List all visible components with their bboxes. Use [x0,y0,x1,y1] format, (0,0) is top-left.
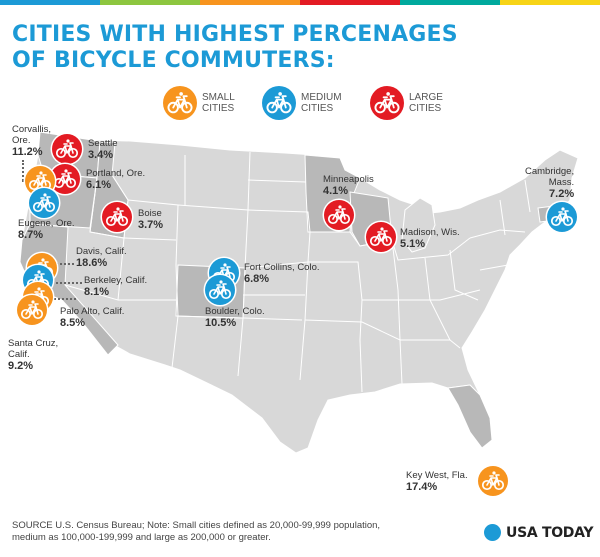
contiguous-us [19,131,579,454]
legend-large: LARGE CITIES [370,86,461,120]
leader-berkeley [52,282,82,284]
pin-boise [102,202,132,232]
bicycle-glyph [105,207,129,227]
label-eugene: Eugene, Ore. 8.7% [18,218,75,241]
label-davis: Davis, Calif. 18.6% [76,246,127,269]
label-boulder: Boulder, Colo. 10.5% [205,306,265,329]
legend-small: SMALL CITIES [163,86,254,120]
pin-minneapolis [324,200,354,230]
color-stripe-3 [200,0,300,5]
label-boise: Boise 3.7% [138,208,164,231]
color-stripe-6 [500,0,600,5]
bicycle-glyph [374,92,400,114]
bicycle-glyph [369,227,393,247]
leader-davis [52,263,74,265]
label-berkeley: Berkeley, Calif. 8.1% [84,275,148,298]
label-corvallis: Corvallis, Ore. 11.2% [12,124,52,158]
color-stripe-5 [400,0,500,5]
bicycle-glyph [53,169,77,189]
state-florida-highlight [447,384,493,449]
bicycle-icon [163,86,197,120]
title-line-1: CITIES WITH HIGHEST PERCENAGES [12,22,458,47]
label-portland: Portland, Ore. 6.1% [86,168,146,191]
color-stripe-2 [100,0,200,5]
label-fort-collins: Fort Collins, Colo. 6.8% [244,262,320,285]
pin-boulder [205,275,235,305]
bicycle-glyph [266,92,292,114]
legend-medium: MEDIUM CITIES [262,86,353,120]
label-cambridge: Cambridge, Mass. 7.2% [525,166,575,200]
pin-madison [366,222,396,252]
usa-today-logo: USA TODAY [484,524,593,541]
color-stripe-4 [300,0,400,5]
brand-dot [484,524,501,541]
brand-name: USA TODAY [506,524,594,541]
bicycle-glyph [167,92,193,114]
bicycle-icon [370,86,404,120]
leader-palo-alto [50,298,76,300]
michigan [401,197,436,253]
pin-seattle [52,134,82,164]
label-palo-alto: Palo Alto, Calif. 8.5% [60,306,125,329]
state-borders [64,151,531,393]
leader-corvallis-vertical [22,160,24,181]
pin-key-west [478,466,508,496]
bicycle-glyph [327,205,351,225]
title-line-2: OF BICYCLE COMMUTERS: [12,48,335,73]
color-stripe-1 [0,0,100,5]
bicycle-glyph [55,139,79,159]
label-minneapolis: Minneapolis 4.1% [323,174,374,197]
label-seattle: Seattle 3.4% [88,138,118,161]
legend-small-label: SMALL CITIES [202,92,235,114]
bicycle-glyph [208,280,232,300]
bicycle-icon [262,86,296,120]
legend-medium-label: MEDIUM CITIES [301,92,342,114]
bicycle-glyph [32,193,56,213]
label-madison: Madison, Wis. 5.1% [400,227,460,250]
source-note: SOURCE U.S. Census Bureau; Note: Small c… [12,520,381,543]
pin-eugene [29,188,59,218]
pin-santa-cruz [17,295,47,325]
label-key-west: Key West, Fla. 17.4% [406,470,468,493]
pin-portland [50,164,80,194]
bicycle-glyph [20,300,44,320]
page-title: CITIES WITH HIGHEST PERCENAGES OF BICYCL… [12,22,458,74]
pin-cambridge [547,202,577,232]
bicycle-glyph [550,207,574,227]
legend-large-label: LARGE CITIES [409,92,443,114]
bicycle-glyph [481,471,505,491]
label-santa-cruz: Santa Cruz, Calif. 9.2% [8,338,59,372]
